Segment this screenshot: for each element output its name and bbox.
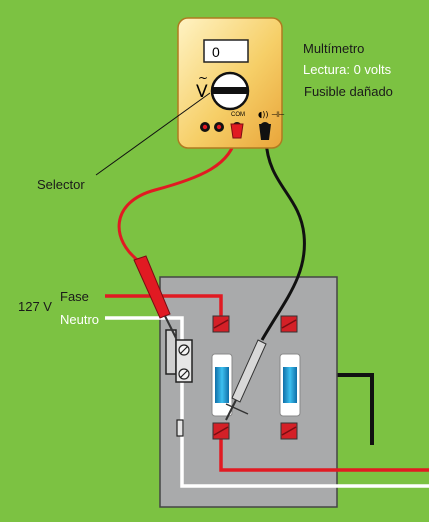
phase-wire-out — [219, 430, 429, 472]
multimeter-display-value: 0 — [212, 44, 220, 60]
neutral-clip — [176, 419, 184, 437]
multimeter-title: Multímetro — [303, 41, 365, 56]
ground-wire — [335, 373, 374, 445]
fuse-status-label: Fusible dañado — [304, 84, 393, 99]
black-probe-lead — [260, 139, 306, 341]
neutral-wire — [105, 316, 429, 488]
reading-label: Lectura: 0 volts — [303, 62, 392, 77]
black-plug — [259, 124, 271, 140]
distribution-panel — [159, 276, 338, 508]
com-port-label: COM — [231, 112, 245, 118]
port-symbols-label: ◖)) ⊣⊢ — [258, 110, 285, 119]
multimeter — [177, 17, 283, 149]
volt-mode-symbol: V — [196, 82, 208, 102]
multimeter-display — [203, 39, 249, 63]
phase-label: Fase — [60, 289, 89, 304]
selector-knob[interactable] — [212, 87, 248, 94]
red-plug — [230, 123, 244, 139]
red-probe — [133, 255, 177, 339]
neutral-label: Neutro — [60, 312, 100, 327]
ac-tilde-symbol: ~ — [198, 71, 209, 85]
voltage-label: 127 V — [18, 299, 52, 314]
selector-leader-line — [95, 92, 211, 176]
red-probe-lead — [117, 134, 238, 264]
black-probe — [225, 339, 267, 421]
selector-label: Selector — [37, 177, 85, 192]
fuse-left-element — [215, 367, 229, 403]
fuse-right-element — [283, 367, 297, 403]
phase-wire-in — [105, 294, 223, 322]
